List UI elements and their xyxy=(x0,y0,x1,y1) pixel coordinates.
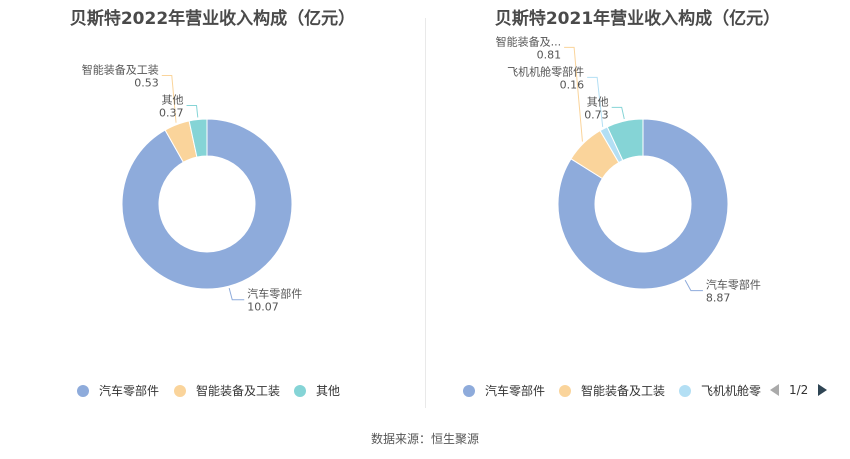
legend-label: 汽车零部件 xyxy=(99,384,160,398)
slice-label: 飞机机舱零部件 xyxy=(507,64,584,78)
legend-item[interactable]: 飞机机舱零 xyxy=(679,382,761,399)
pie-slice[interactable] xyxy=(606,118,644,162)
legend-label: 智能装备及工装 xyxy=(581,384,666,398)
slice-label: 智能装备及... xyxy=(496,34,562,48)
legend-item[interactable]: 汽车零部件 xyxy=(77,382,159,399)
legend-item[interactable]: 智能装备及工装 xyxy=(559,382,665,399)
legend-dot xyxy=(559,384,571,397)
chart-panel-2021: 贝斯特2021年营业收入构成（亿元） 汽车零部件 8.87 智能装备及... 0.81… xyxy=(425,0,850,410)
pie-slice[interactable] xyxy=(121,118,293,290)
slice-value-label: 0.73 xyxy=(584,108,609,121)
legend-label: 智能装备及工装 xyxy=(196,384,281,398)
slice-value-label: 0.37 xyxy=(159,107,184,120)
chart-title: 贝斯特2021年营业收入构成（亿元） xyxy=(494,9,781,29)
label-leader-line xyxy=(564,46,583,142)
chart-title: 贝斯特2022年营业收入构成（亿元） xyxy=(69,9,356,29)
slice-value-label: 8.87 xyxy=(706,292,731,305)
legend-dot xyxy=(463,384,475,397)
legend-item[interactable]: 汽车零部件 xyxy=(463,382,545,399)
legend-dot xyxy=(77,384,89,397)
legend-pager: 1/2 xyxy=(770,383,828,397)
label-leader-line xyxy=(228,287,245,301)
panel-divider xyxy=(425,18,426,408)
legend-label: 其他 xyxy=(316,384,341,398)
label-leader-line xyxy=(684,279,703,292)
pie-slice[interactable] xyxy=(557,118,729,290)
slice-label: 智能装备及工装 xyxy=(82,63,159,77)
legend-dot xyxy=(294,384,306,397)
legend-dot xyxy=(174,384,186,397)
slice-label: 汽车零部件 xyxy=(247,287,302,301)
slice-value-label: 0.81 xyxy=(537,48,562,61)
chevron-right-icon[interactable] xyxy=(818,384,828,396)
legend-item[interactable]: 其他 xyxy=(294,382,340,399)
label-leader-line xyxy=(611,106,625,120)
legend-item[interactable]: 智能装备及工装 xyxy=(174,382,280,399)
chart-panel-2022: 贝斯特2022年营业收入构成（亿元） 汽车零部件 10.07 智能装备及工装 0.53… xyxy=(0,0,425,410)
label-leader-line xyxy=(161,75,177,123)
chevron-left-icon[interactable] xyxy=(770,384,779,396)
slice-value-label: 10.07 xyxy=(247,301,279,314)
slice-label: 其他 xyxy=(587,95,609,108)
label-leader-line xyxy=(186,105,199,118)
slice-label: 汽车零部件 xyxy=(706,278,761,292)
pie-slice[interactable] xyxy=(188,118,208,158)
slice-value-label: 0.16 xyxy=(560,78,585,91)
slice-label: 其他 xyxy=(162,94,184,107)
legend-dot xyxy=(679,384,691,397)
label-leader-line xyxy=(587,76,604,127)
pager-text: 1/2 xyxy=(789,383,809,397)
slice-value-label: 0.53 xyxy=(134,77,159,90)
legend-label: 汽车零部件 xyxy=(485,384,546,398)
data-source: 数据来源：恒生聚源 xyxy=(370,432,479,446)
legend-label: 飞机机舱零 xyxy=(701,384,762,398)
